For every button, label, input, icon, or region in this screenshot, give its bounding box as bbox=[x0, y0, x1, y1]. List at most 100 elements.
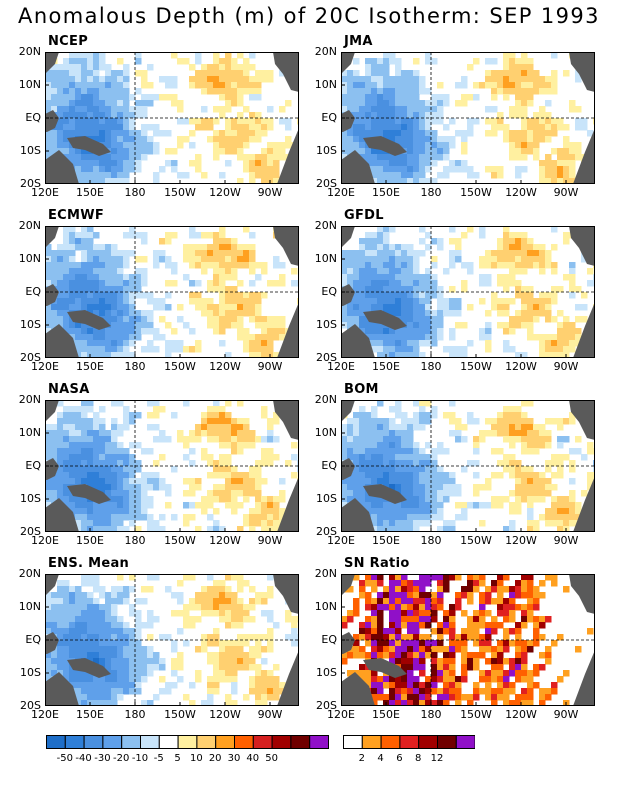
lat-tick-label: 20S bbox=[20, 177, 41, 190]
lat-tick-label: EQ bbox=[25, 285, 41, 298]
lon-tick-label: 90W bbox=[257, 186, 283, 199]
lat-tick-label: 10S bbox=[316, 666, 337, 679]
lat-tick-label: 10N bbox=[18, 426, 41, 439]
lon-tick-label: 180 bbox=[124, 708, 146, 721]
colorbar-swatch bbox=[140, 735, 160, 749]
colorbar-tick-label: 6 bbox=[396, 753, 403, 764]
colorbar-tick-label: -20 bbox=[113, 753, 130, 764]
panel-label: NASA bbox=[46, 382, 92, 397]
colorbar-tick-label: 50 bbox=[265, 753, 278, 764]
panel-label: NCEP bbox=[46, 34, 91, 49]
lat-tick-label: 20S bbox=[316, 351, 337, 364]
lon-tick-label: 150W bbox=[460, 186, 492, 199]
lon-tick-label: 150E bbox=[372, 186, 400, 199]
colorbar-tick-label: -10 bbox=[131, 753, 149, 764]
lon-tick-label: 120W bbox=[209, 534, 241, 547]
lon-tick-label: 120W bbox=[505, 360, 537, 373]
lon-tick-label: 90W bbox=[257, 360, 283, 373]
colorbar-swatch bbox=[252, 735, 273, 749]
lon-tick-label: 150W bbox=[164, 708, 196, 721]
colorbar-tick-label: -5 bbox=[153, 753, 164, 764]
lon-tick-label: 120W bbox=[209, 708, 241, 721]
colorbar-swatch bbox=[361, 735, 382, 749]
colorbar-swatch bbox=[196, 735, 217, 749]
panel-bom: BOM 20N 10N EQ 10S 20S 120E 150E 180 150W 120W 90W bbox=[315, 382, 595, 547]
lon-tick-label: 150W bbox=[460, 534, 492, 547]
lat-tick-label: 20N bbox=[18, 567, 41, 580]
map-plot bbox=[45, 400, 299, 532]
lon-tick-label: 90W bbox=[553, 186, 579, 199]
panel-ncep: NCEP 20N 10N EQ 10S 20S 120E 150E 180 150W 120W 90… bbox=[19, 34, 299, 199]
colorbar-tick-label: 10 bbox=[190, 753, 203, 764]
colorbar-swatch bbox=[158, 735, 179, 749]
panel-label: ECMWF bbox=[46, 208, 107, 223]
lon-tick-label: 180 bbox=[420, 186, 442, 199]
panel-gfdl: GFDL 20N 10N EQ 10S 20S 120E 150E 180 150W 120W 90… bbox=[315, 208, 595, 373]
panel-label: GFDL bbox=[342, 208, 386, 223]
lon-tick-label: 90W bbox=[553, 360, 579, 373]
lat-tick-label: 10S bbox=[20, 492, 41, 505]
colorbar-swatch bbox=[418, 735, 438, 749]
lon-tick-label: 150E bbox=[372, 534, 400, 547]
lon-tick-label: 150E bbox=[76, 708, 104, 721]
colorbar-swatch bbox=[455, 735, 475, 749]
colorbar-tick-label: 4 bbox=[377, 753, 384, 764]
lon-tick-label: 120E bbox=[31, 360, 59, 373]
map-plot bbox=[45, 226, 299, 358]
lat-tick-label: 10N bbox=[314, 252, 337, 265]
lon-tick-label: 120E bbox=[327, 360, 355, 373]
lon-tick-label: 120W bbox=[209, 186, 241, 199]
lon-tick-label: 120W bbox=[209, 360, 241, 373]
colorbar-tick-label: -50 bbox=[56, 753, 73, 764]
map-plot bbox=[341, 226, 595, 358]
lon-tick-label: 150E bbox=[372, 708, 400, 721]
lon-tick-label: 150E bbox=[76, 534, 104, 547]
panel-label: ENS. Mean bbox=[46, 556, 132, 571]
lat-tick-label: EQ bbox=[321, 459, 337, 472]
lat-tick-label: EQ bbox=[25, 111, 41, 124]
colorbar-swatch bbox=[399, 735, 420, 749]
colorbar-swatch bbox=[271, 735, 292, 749]
lon-tick-label: 120E bbox=[327, 534, 355, 547]
lon-tick-label: 180 bbox=[124, 186, 146, 199]
panel-sn-ratio: SN Ratio 20N 10N EQ 10S 20S 120E 150E 180 150W 12… bbox=[315, 556, 595, 721]
colorbar-swatch bbox=[177, 735, 198, 749]
lon-tick-label: 120E bbox=[31, 708, 59, 721]
colorbar-tick-label: 5 bbox=[174, 753, 181, 764]
lat-tick-label: 20S bbox=[316, 525, 337, 538]
panel-label: JMA bbox=[342, 34, 375, 49]
lat-tick-label: 10N bbox=[18, 78, 41, 91]
panel-jma: JMA 20N 10N EQ 10S 20S 120E 150E 180 150W 120W 90W bbox=[315, 34, 595, 199]
map-plot bbox=[45, 52, 299, 184]
colorbar-tick-label: 12 bbox=[430, 753, 444, 764]
lon-tick-label: 180 bbox=[124, 360, 146, 373]
colorbar-tick-label: -40 bbox=[75, 753, 92, 764]
figure-title: Anomalous Depth (m) of 20C Isotherm: SEP… bbox=[18, 4, 600, 28]
lat-tick-label: 20N bbox=[18, 45, 41, 58]
colorbar-swatch bbox=[46, 735, 66, 749]
lon-tick-label: 180 bbox=[420, 708, 442, 721]
map-plot bbox=[341, 400, 595, 532]
lat-tick-label: EQ bbox=[321, 285, 337, 298]
lat-tick-label: 20S bbox=[316, 177, 337, 190]
lat-tick-label: 10S bbox=[20, 144, 41, 157]
lon-tick-label: 150W bbox=[164, 186, 196, 199]
lat-tick-label: 20N bbox=[314, 45, 337, 58]
lat-tick-label: 10S bbox=[316, 318, 337, 331]
map-plot bbox=[45, 574, 299, 706]
panel-nasa: NASA 20N 10N EQ 10S 20S 120E 150E 180 150W 120W 90… bbox=[19, 382, 299, 547]
lat-tick-label: 10S bbox=[316, 492, 337, 505]
colorbar-tick-label: 2 bbox=[358, 753, 365, 764]
lat-tick-label: 20N bbox=[18, 219, 41, 232]
colorbar-swatch bbox=[437, 735, 457, 749]
lon-tick-label: 90W bbox=[257, 708, 283, 721]
colorbar-tick-label: 30 bbox=[227, 753, 241, 764]
colorbar-swatch bbox=[290, 735, 311, 749]
lon-tick-label: 180 bbox=[420, 534, 442, 547]
lon-tick-label: 120W bbox=[505, 186, 537, 199]
lat-tick-label: 20S bbox=[20, 351, 41, 364]
lat-tick-label: 10S bbox=[20, 318, 41, 331]
colorbar-swatch bbox=[309, 735, 330, 749]
lon-tick-label: 180 bbox=[420, 360, 442, 373]
lon-tick-label: 150W bbox=[164, 534, 196, 547]
